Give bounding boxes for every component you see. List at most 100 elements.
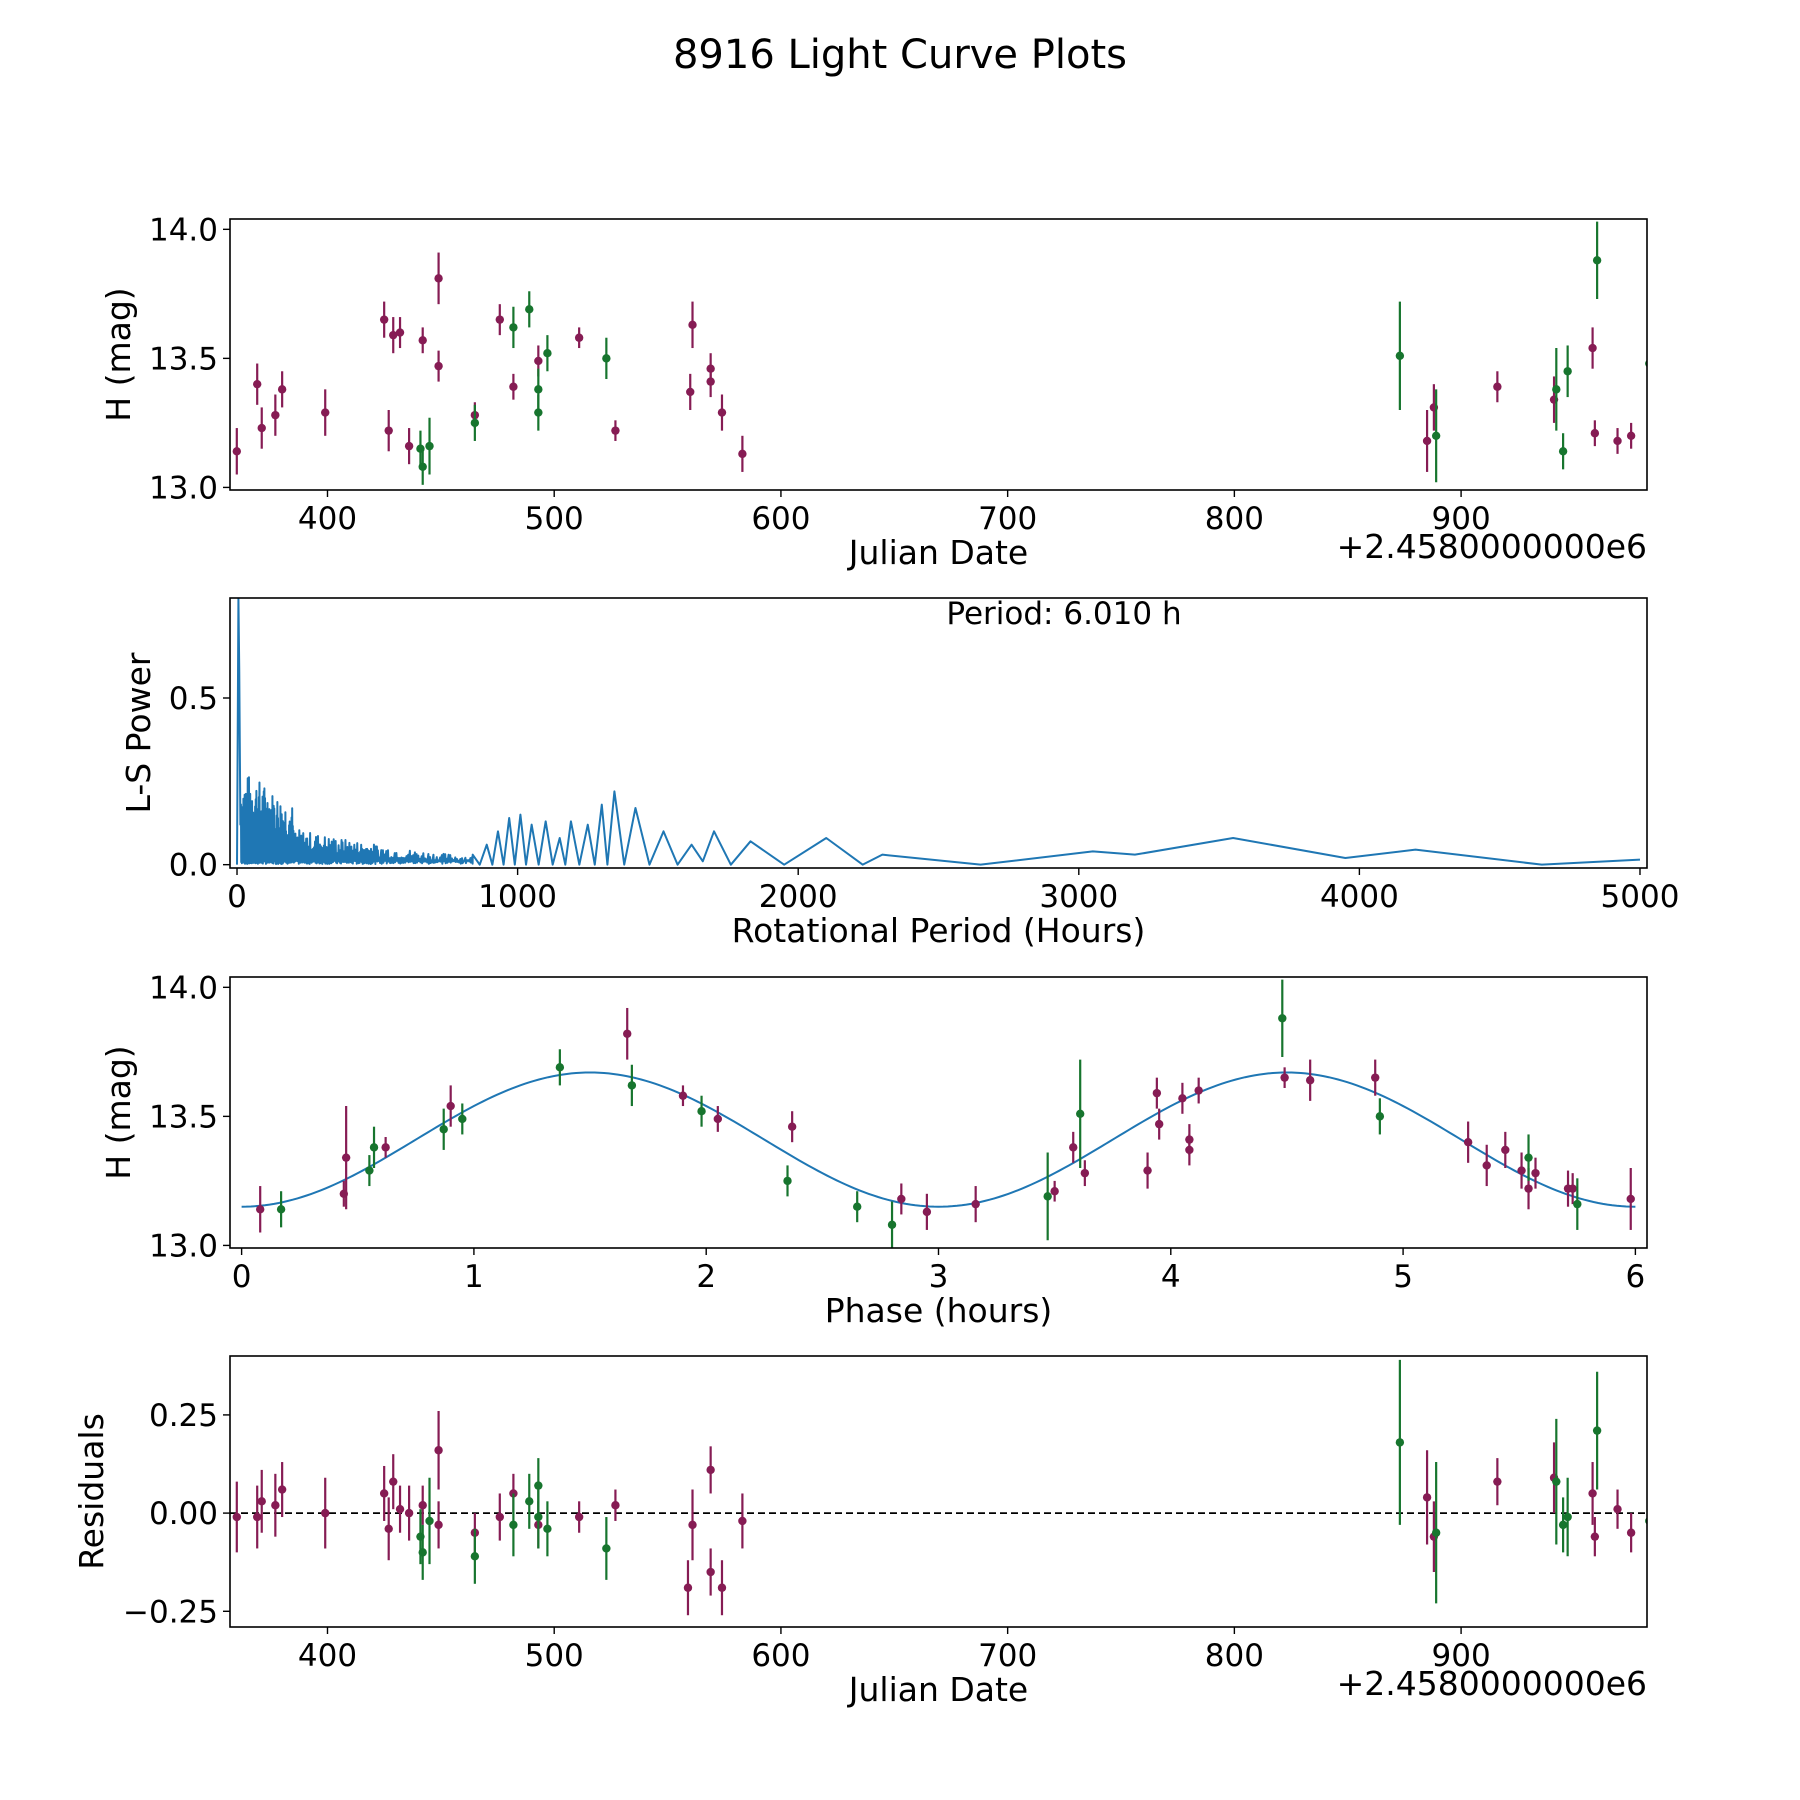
data-point-magenta	[1568, 1184, 1577, 1193]
x-tick-label: 0	[232, 1259, 252, 1295]
data-point-magenta	[253, 1512, 262, 1522]
data-point-magenta	[1185, 1145, 1194, 1155]
data-point-magenta	[434, 1520, 443, 1530]
panel-periodogram: 0 1000 2000 3000 4000 5000 0.0 0.5 Rotational Pe…	[119, 596, 1679, 950]
x-tick-label: 2	[696, 1259, 716, 1295]
data-point-magenta	[1626, 1194, 1635, 1204]
data-point-magenta	[1590, 429, 1600, 438]
x-tick-label: 500	[525, 501, 584, 537]
data-point-magenta	[232, 447, 242, 456]
data-point-magenta	[574, 1512, 584, 1522]
data-point-magenta	[1626, 1528, 1636, 1537]
data-point-green	[534, 385, 543, 394]
data-point-green	[534, 408, 543, 417]
data-point-magenta	[1152, 1088, 1162, 1098]
x-tick-label: 800	[1205, 501, 1264, 537]
data-point-magenta	[1493, 382, 1502, 391]
data-point-magenta	[277, 385, 287, 394]
data-point-magenta	[271, 1501, 280, 1510]
data-point-magenta	[1422, 1493, 1432, 1502]
x-tick-label: 0	[227, 879, 247, 915]
x-tick-label: 600	[751, 1638, 810, 1674]
data-point-green	[602, 354, 611, 363]
y-tick-label: 0.0	[169, 848, 218, 884]
data-point-magenta	[404, 441, 414, 451]
data-point-green	[418, 1548, 427, 1557]
data-point-magenta	[1613, 1504, 1622, 1514]
data-point-green	[1431, 1528, 1441, 1537]
x-tick-label: 3000	[1039, 879, 1118, 915]
data-point-magenta	[1080, 1168, 1090, 1178]
data-point-magenta	[623, 1029, 632, 1038]
y-tick-label: 13.5	[149, 1099, 218, 1135]
data-point-magenta	[574, 333, 584, 342]
data-point-magenta	[395, 328, 405, 337]
x-tick-label: 4000	[1320, 879, 1399, 915]
data-point-magenta	[738, 449, 747, 459]
data-point-green	[1563, 1512, 1572, 1522]
x-tick-label: 700	[978, 1638, 1037, 1674]
data-point-magenta	[341, 1153, 351, 1162]
data-point-green	[525, 1497, 534, 1506]
x-tick-label: 400	[298, 1638, 357, 1674]
axes-frame	[229, 218, 1648, 491]
y-tick-label: 13.0	[149, 1228, 218, 1264]
data-point-magenta	[257, 423, 266, 433]
panel-residuals: 400 500 600 700 800 900 −0.25 0.00 0.25 Julian Da…	[72, 1355, 1648, 1709]
model-fit-curve	[241, 1071, 1636, 1208]
data-point-green	[1563, 367, 1572, 376]
data-point-magenta	[379, 1489, 389, 1498]
plot-area	[230, 1359, 1647, 1616]
data-point-magenta	[1280, 1073, 1289, 1082]
data-point-magenta	[713, 1114, 723, 1124]
data-point-green	[509, 323, 518, 332]
data-point-green	[1524, 1153, 1533, 1162]
y-tick-label: 0.00	[149, 1496, 218, 1532]
x-tick-label: 4	[1161, 1259, 1181, 1295]
data-point-magenta	[271, 410, 280, 420]
data-point-green	[365, 1166, 374, 1175]
data-point-green	[470, 1552, 480, 1561]
data-point-magenta	[418, 336, 427, 345]
data-point-magenta	[683, 1583, 693, 1592]
data-point-magenta	[495, 1512, 504, 1522]
data-point-magenta	[1588, 1489, 1597, 1498]
data-point-green	[1558, 1520, 1568, 1530]
x-tick-label: 5	[1393, 1259, 1413, 1295]
data-point-green	[887, 1220, 897, 1229]
data-point-green	[534, 1481, 543, 1490]
data-point-magenta	[1613, 436, 1622, 446]
data-point-magenta	[611, 426, 620, 435]
data-point-magenta	[717, 1583, 727, 1592]
y-axis-label: H (mag)	[99, 1045, 138, 1179]
figure-title: 8916 Light Curve Plots	[673, 32, 1127, 78]
data-point-magenta	[1069, 1143, 1078, 1152]
data-point-green	[1558, 447, 1568, 456]
data-point-magenta	[1371, 1073, 1380, 1082]
data-point-magenta	[379, 315, 389, 324]
y-axis-label: Residuals	[72, 1413, 111, 1570]
data-point-magenta	[688, 1520, 697, 1530]
x-tick-label: 1	[464, 1259, 484, 1295]
data-point-magenta	[232, 1512, 242, 1522]
data-point-green	[418, 462, 427, 471]
data-point-green	[1076, 1109, 1085, 1118]
x-tick-label: 400	[298, 501, 357, 537]
data-point-magenta	[389, 330, 398, 340]
data-point-magenta	[446, 1101, 455, 1111]
period-annotation: Period: 6.010 h	[946, 596, 1181, 632]
x-axis-label: Julian Date	[847, 1670, 1029, 1709]
data-point-magenta	[678, 1091, 688, 1100]
data-point-green	[627, 1081, 637, 1090]
data-point-magenta	[706, 1567, 715, 1577]
data-point-green	[534, 1512, 543, 1522]
data-point-green	[602, 1544, 611, 1553]
data-point-magenta	[384, 1524, 393, 1534]
data-point-magenta	[971, 1199, 980, 1209]
data-point-magenta	[434, 274, 443, 283]
data-point-magenta	[1590, 1532, 1600, 1541]
data-point-green	[439, 1125, 448, 1134]
x-offset-label: +2.4580000000e6	[1337, 527, 1647, 566]
y-tick-label: 0.25	[149, 1398, 218, 1434]
